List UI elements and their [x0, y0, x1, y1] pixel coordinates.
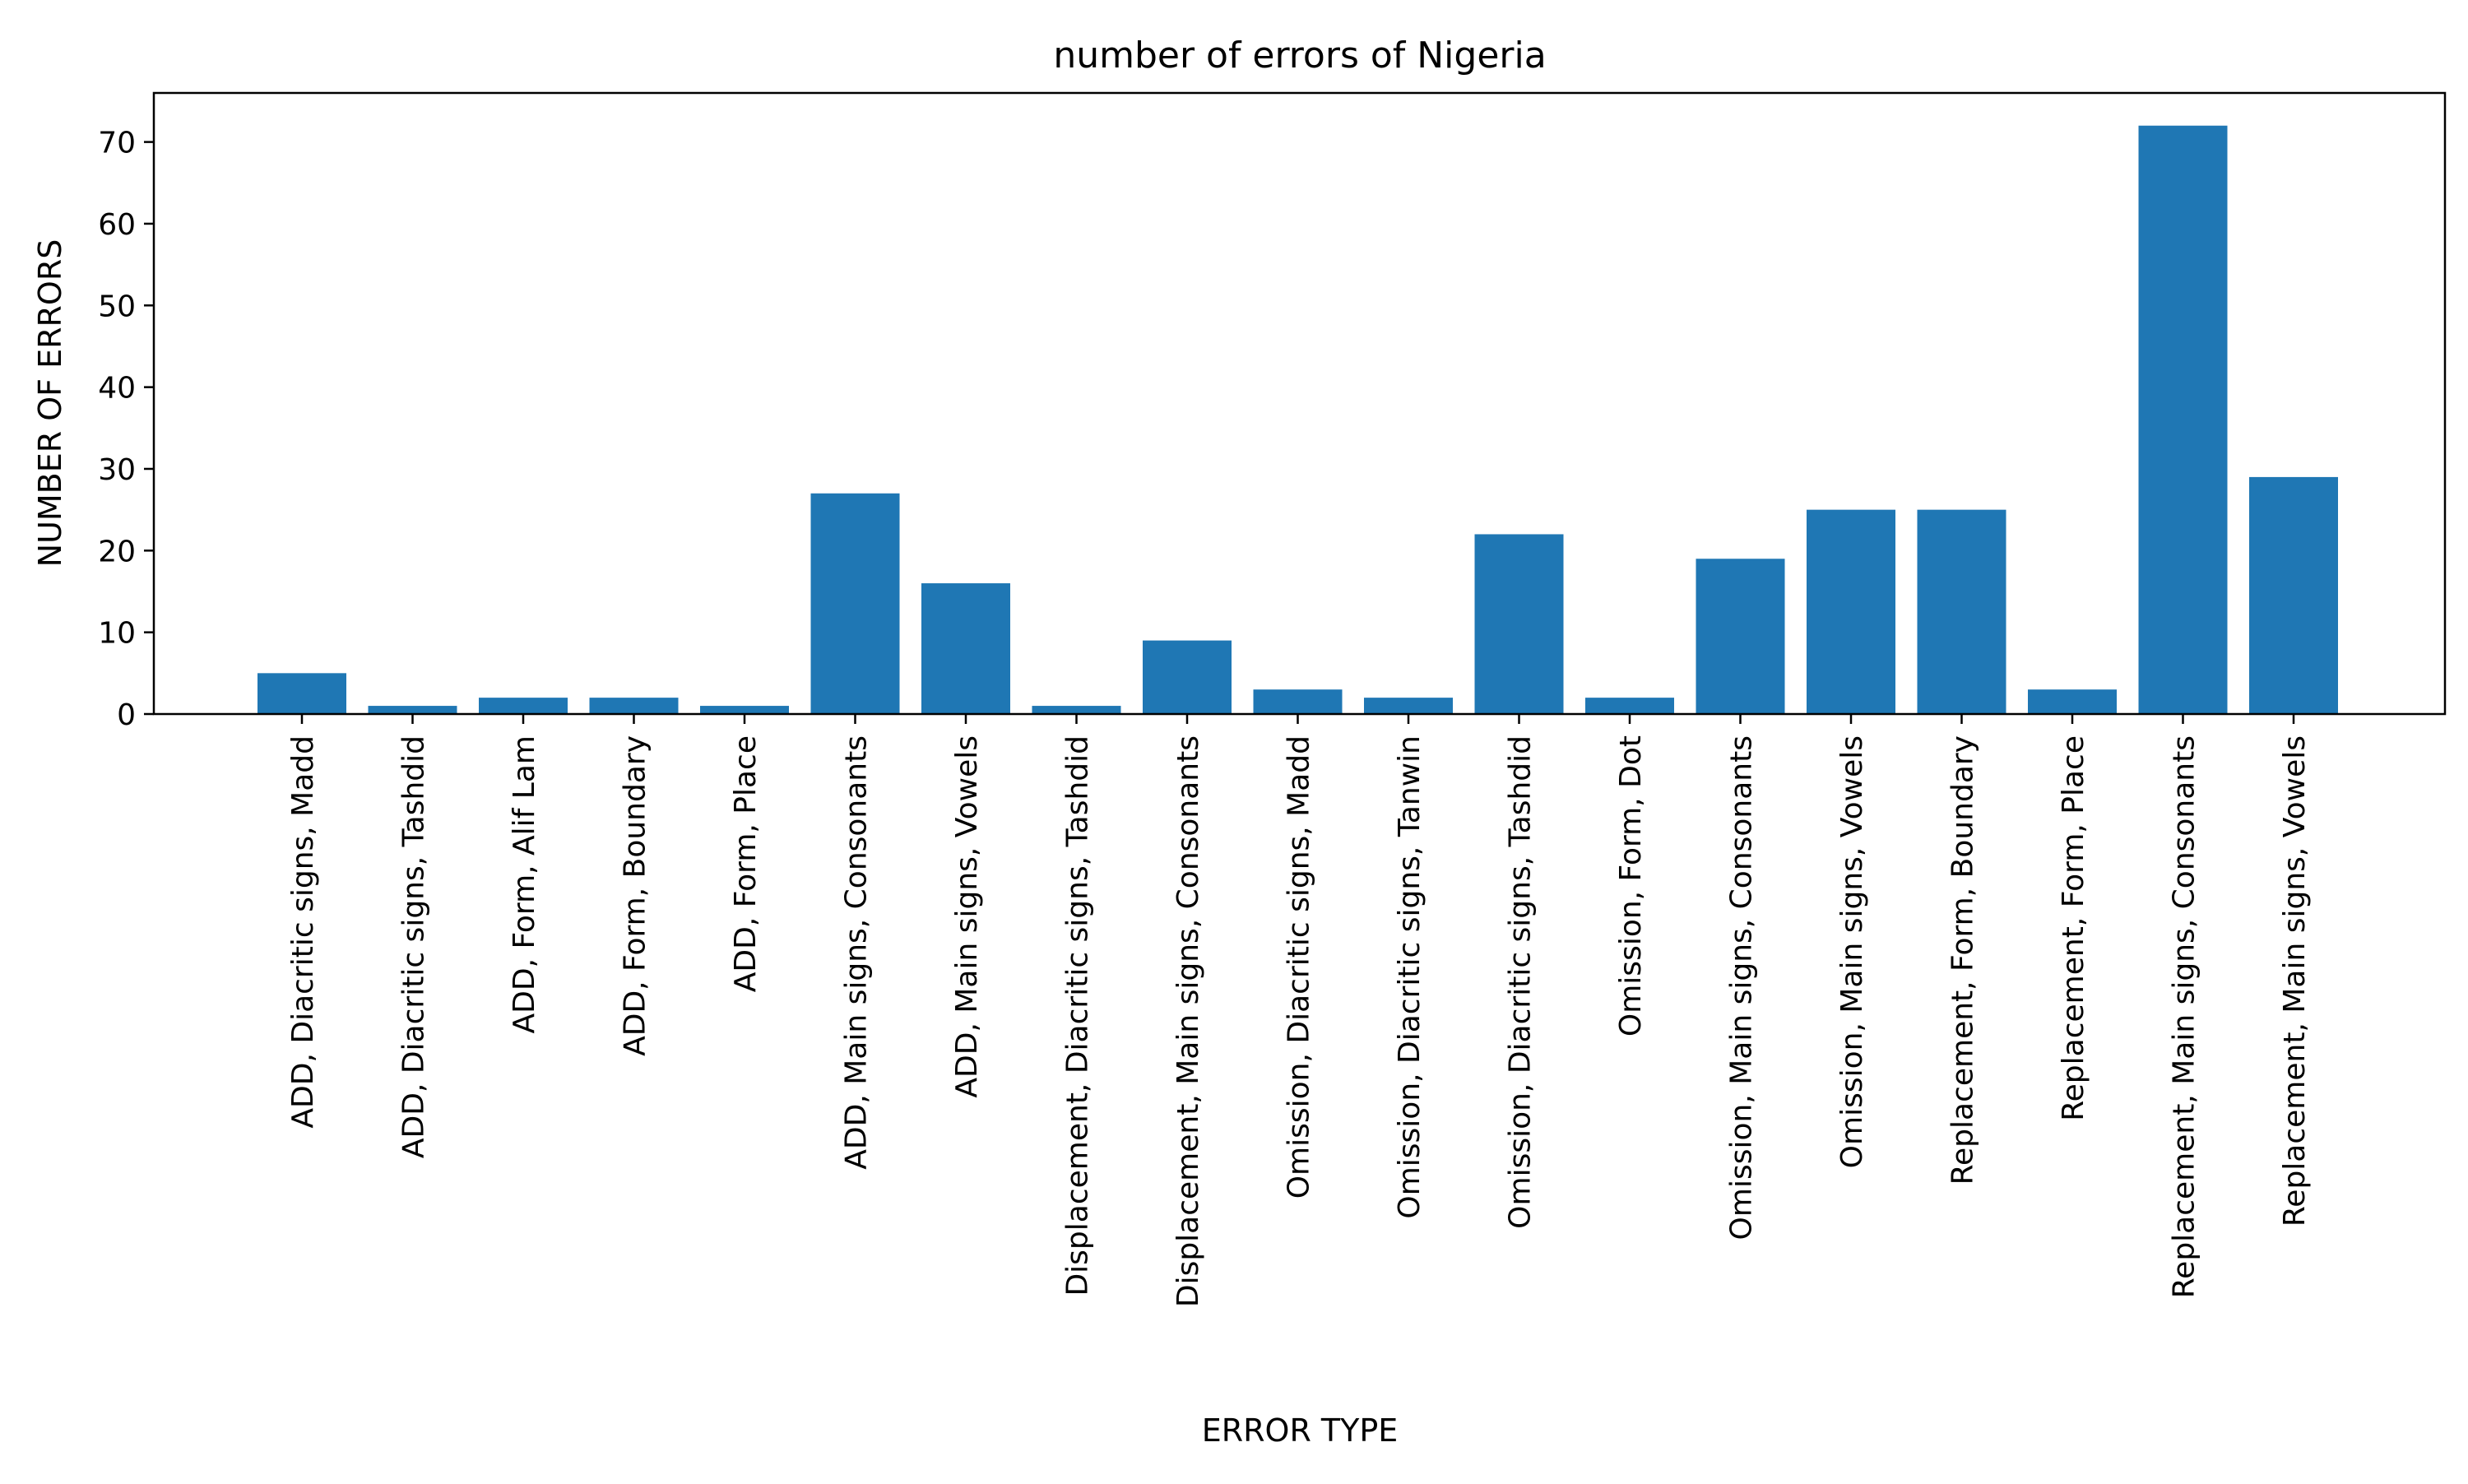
bar [1696, 559, 1785, 714]
bar [1585, 698, 1674, 714]
bar [1807, 509, 1895, 714]
x-tick-label: ADD, Form, Boundary [619, 735, 652, 1056]
x-tick-label: Replacement, Form, Place [2057, 735, 2090, 1121]
x-axis-label: ERROR TYPE [1202, 1412, 1399, 1449]
bar [479, 698, 568, 714]
bar [1253, 689, 1343, 714]
x-axis: ADD, Diacritic signs, Madd ADD, Diacritic… [286, 714, 2312, 1307]
x-tick-label: Omission, Diacritic signs, Tashdid [1504, 735, 1538, 1229]
y-tick-label: 20 [98, 535, 136, 568]
x-tick-label: Omission, Diacritic signs, Madd [1283, 735, 1316, 1199]
x-tick-label: Omission, Form, Dot [1614, 735, 1648, 1036]
x-tick-label: Omission, Main signs, Vowels [1835, 735, 1869, 1168]
bar [1143, 640, 1232, 714]
bar [700, 706, 789, 714]
bar [921, 583, 1010, 714]
x-tick-label: ADD, Form, Place [729, 735, 763, 992]
bar [1032, 706, 1121, 714]
bar [810, 493, 900, 714]
x-tick-label: Displacement, Diacritic signs, Tashdid [1061, 735, 1095, 1296]
y-tick-label: 40 [98, 372, 136, 406]
x-tick-label: Omission, Diacritic signs, Tanwin [1393, 735, 1427, 1219]
bar [368, 706, 457, 714]
x-tick-label: ADD, Main signs, Consonants [840, 735, 874, 1170]
bar [1917, 509, 2006, 714]
bar [2138, 125, 2228, 715]
chart-title: number of errors of Nigeria [1053, 35, 1546, 77]
y-tick-label: 60 [98, 208, 136, 242]
bar [1474, 534, 1564, 714]
y-axis-label: NUMBER OF ERRORS [32, 239, 68, 568]
bar [2249, 476, 2338, 714]
bar [2028, 689, 2117, 714]
x-tick-label: ADD, Diacritic signs, Tashdid [397, 735, 431, 1158]
x-tick-label: Replacement, Main signs, Consonants [2168, 735, 2201, 1298]
y-tick-label: 0 [117, 698, 136, 732]
x-tick-label: Displacement, Main signs, Consonants [1171, 735, 1205, 1307]
y-tick-label: 30 [98, 453, 136, 487]
x-tick-label: Replacement, Main signs, Vowels [2278, 735, 2312, 1227]
x-tick-label: ADD, Diacritic signs, Madd [286, 735, 320, 1129]
y-tick-label: 10 [98, 617, 136, 651]
x-tick-label: Replacement, Form, Boundary [1946, 735, 1980, 1185]
bars-layer [257, 125, 2338, 715]
x-tick-label: ADD, Form, Alif Lam [508, 735, 541, 1033]
y-tick-label: 50 [98, 290, 136, 323]
x-tick-label: Omission, Main signs, Consonants [1725, 735, 1759, 1240]
bar [1364, 698, 1453, 714]
y-axis: 0 10 20 30 40 50 60 70 [98, 127, 154, 732]
plot-frame [152, 91, 2447, 716]
x-tick-label: ADD, Main signs, Vowels [950, 735, 984, 1098]
bar [257, 673, 346, 714]
y-tick-label: 70 [98, 127, 136, 160]
bar [589, 698, 679, 714]
